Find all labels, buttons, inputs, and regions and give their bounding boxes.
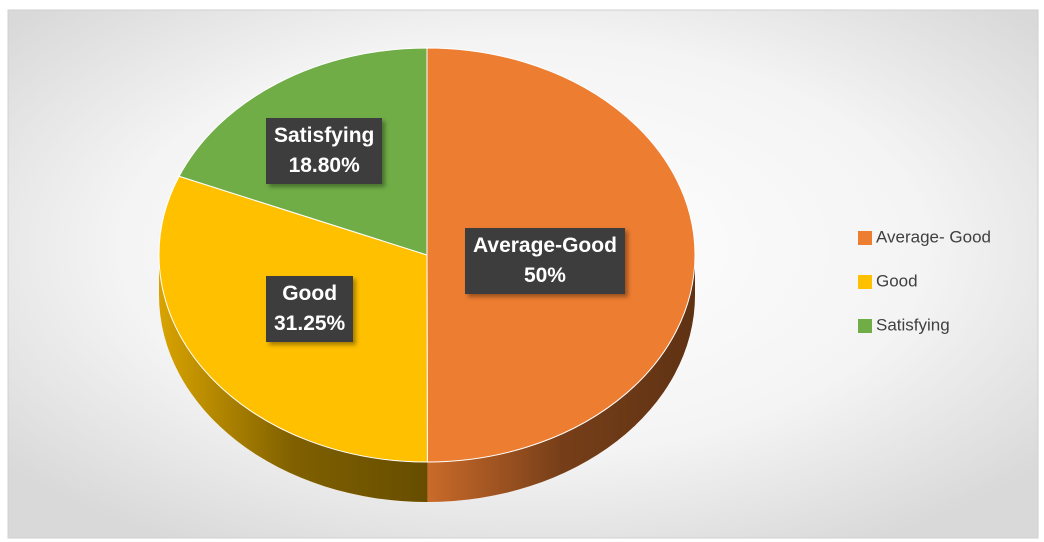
data-label-value: 31.25% [274,312,346,335]
data-label: Good 31.25% [266,276,354,342]
data-label-name: Satisfying [274,124,375,147]
data-label: Satisfying 18.80% [266,118,383,184]
data-label: Average-Good 50% [465,228,625,294]
legend-swatch [858,231,872,245]
legend-label: Good [876,271,918,290]
data-label-value: 50% [523,264,566,287]
legend-label: Average- Good [876,227,991,246]
data-label-name: Average-Good [473,234,617,257]
slice-side-shade [427,255,695,502]
legend-label: Satisfying [876,315,950,334]
slice-side-shade [159,255,428,502]
legend-swatch [858,275,872,289]
legend-swatch [858,319,872,333]
data-label-name: Good [282,282,338,305]
data-label-value: 18.80% [288,154,360,177]
